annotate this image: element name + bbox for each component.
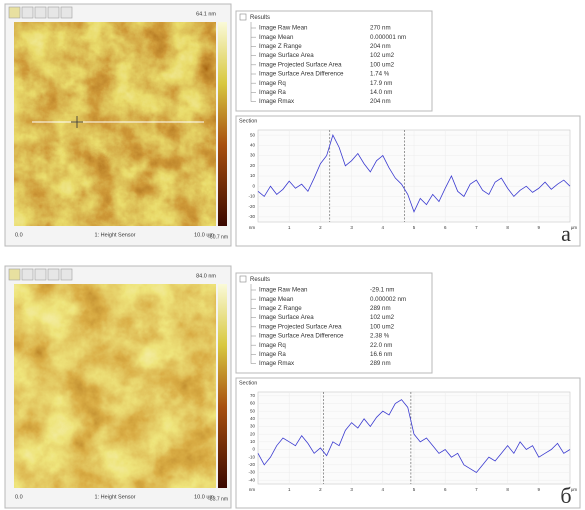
result-value: -29.1 nm (370, 287, 394, 294)
section-title: Section (239, 380, 257, 386)
y-axis-label: nm (249, 225, 256, 230)
channel-label: 1: Height Sensor (95, 494, 136, 500)
x-axis-label: μm (571, 487, 578, 492)
y-tick-label: 40 (250, 143, 256, 148)
result-value: 22.0 nm (370, 342, 392, 349)
result-name: Image Projected Surface Area (259, 61, 342, 68)
result-name: Image Rq (259, 342, 286, 349)
result-name: Image Rmax (259, 360, 295, 367)
section-title: Section (239, 118, 257, 124)
result-name: Image Raw Mean (259, 25, 308, 32)
result-name: Image Mean (259, 34, 294, 41)
result-value: 270 nm (370, 25, 391, 32)
y-tick-label: 30 (250, 424, 256, 429)
x-end-label: 10.0 um (194, 232, 214, 238)
result-name: Image Raw Mean (259, 287, 308, 294)
toolbar-button[interactable] (48, 7, 59, 18)
y-tick-label: 10 (250, 173, 256, 178)
result-name: Image Mean (259, 296, 294, 303)
y-tick-label: 30 (250, 153, 256, 158)
y-tick-label: 10 (250, 439, 256, 444)
afm-image (14, 284, 216, 488)
toolbar-button[interactable] (9, 269, 20, 280)
y-tick-label: -40 (248, 477, 255, 482)
panel-letter: a (561, 221, 571, 246)
result-value: 0.000001 nm (370, 34, 406, 41)
y-tick-label: -20 (248, 462, 255, 467)
x-end-label: 10.0 um (194, 494, 214, 500)
toolbar-button[interactable] (61, 269, 72, 280)
result-value: 1.74 % (370, 71, 390, 78)
toolbar-button[interactable] (22, 269, 33, 280)
result-value: 100 um2 (370, 323, 395, 330)
y-tick-label: 70 (250, 393, 256, 398)
result-name: Image Ra (259, 351, 286, 358)
results-title: Results (250, 15, 270, 21)
result-value: 289 nm (370, 305, 391, 312)
result-value: 0.000002 nm (370, 296, 406, 303)
result-name: Image Surface Area Difference (259, 71, 344, 78)
y-tick-label: 50 (250, 132, 256, 137)
collapse-button[interactable] (240, 14, 246, 20)
x-axis-label: μm (571, 225, 578, 230)
y-tick-label: -20 (248, 204, 255, 209)
channel-label: 1: Height Sensor (95, 232, 136, 238)
result-value: 204 nm (370, 43, 391, 50)
toolbar-button[interactable] (61, 7, 72, 18)
result-name: Image Surface Area (259, 314, 314, 321)
result-name: Image Z Range (259, 305, 302, 312)
color-bar (218, 22, 227, 226)
color-bar (218, 284, 227, 488)
y-tick-label: 60 (250, 401, 256, 406)
result-value: 289 nm (370, 360, 391, 367)
page: {"panels": [ {"label": "a", "image": {"z… (0, 0, 585, 510)
panel-letter: б (560, 483, 571, 508)
toolbar-button[interactable] (48, 269, 59, 280)
result-value: 2.38 % (370, 333, 390, 340)
result-value: 102 um2 (370, 314, 395, 321)
result-value: 17.9 nm (370, 80, 392, 87)
result-value: 100 um2 (370, 61, 395, 68)
results-title: Results (250, 277, 270, 283)
y-tick-label: 40 (250, 416, 256, 421)
result-value: 102 um2 (370, 52, 395, 59)
toolbar-button[interactable] (9, 7, 20, 18)
toolbar-button[interactable] (22, 7, 33, 18)
afm-image (14, 22, 216, 226)
result-name: Image Rq (259, 80, 286, 87)
result-name: Image Surface Area (259, 52, 314, 59)
z-max-label: 64.1 nm (196, 11, 216, 17)
y-tick-label: -30 (248, 214, 255, 219)
x-start-label: 0.0 (15, 494, 23, 500)
result-value: 14.0 nm (370, 89, 392, 96)
toolbar-button[interactable] (35, 7, 46, 18)
result-value: 204 nm (370, 98, 391, 105)
result-value: 16.6 nm (370, 351, 392, 358)
y-tick-label: -10 (248, 454, 255, 459)
result-name: Image Projected Surface Area (259, 323, 342, 330)
screenshot: 64.1 nm-60.7 nm0.01: Height Sensor10.0 u… (0, 0, 585, 510)
result-name: Image Rmax (259, 98, 295, 105)
result-name: Image Z Range (259, 43, 302, 50)
y-tick-label: 20 (250, 163, 256, 168)
toolbar-button[interactable] (35, 269, 46, 280)
y-axis-label: nm (249, 487, 256, 492)
x-start-label: 0.0 (15, 232, 23, 238)
y-tick-label: 20 (250, 431, 256, 436)
collapse-button[interactable] (240, 276, 246, 282)
z-max-label: 84.0 nm (196, 273, 216, 279)
y-tick-label: 50 (250, 408, 256, 413)
result-name: Image Surface Area Difference (259, 333, 344, 340)
result-name: Image Ra (259, 89, 286, 96)
y-tick-label: -30 (248, 470, 255, 475)
y-tick-label: -10 (248, 194, 255, 199)
